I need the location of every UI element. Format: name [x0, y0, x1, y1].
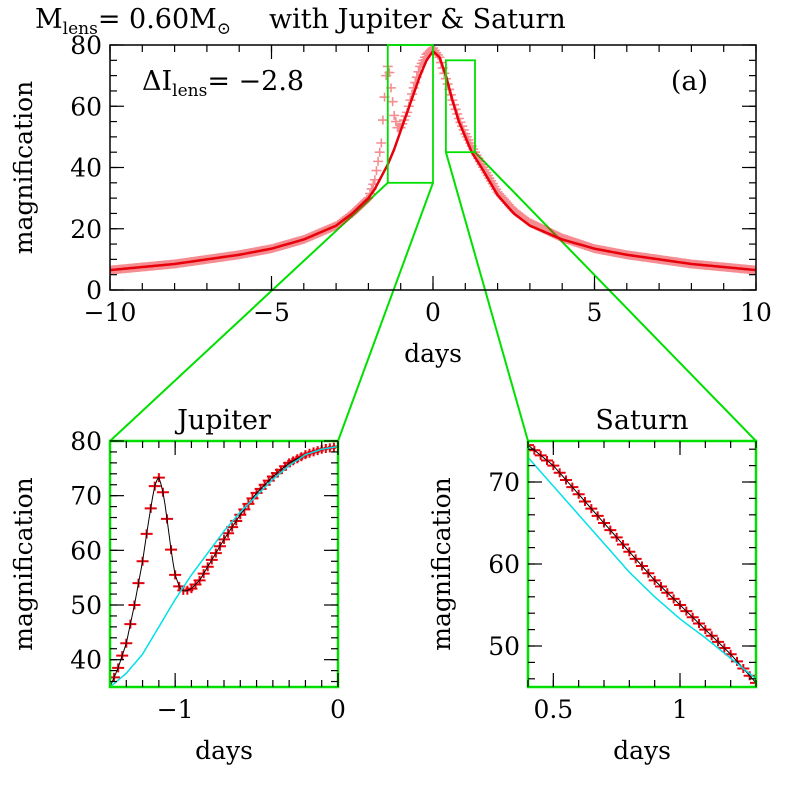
jupiter-y-tick-label: 40 — [70, 646, 102, 675]
jupiter-connector-right — [337, 182, 434, 442]
title-planets: with Jupiter & Saturn — [269, 4, 566, 35]
jupiter-connector-left — [109, 182, 389, 442]
jupiter-panel-title: Jupiter — [174, 405, 271, 436]
jupiter-y-tick-label: 60 — [70, 536, 102, 565]
main-y-tick-label: 80 — [70, 31, 102, 60]
main-y-tick-label: 0 — [86, 276, 102, 305]
jupiter-model-curve — [110, 445, 338, 687]
saturn-data-series — [528, 441, 756, 687]
main-y-tick-label: 60 — [70, 92, 102, 121]
jupiter-zoom-panel: −1 0 40 50 60 70 80 days magnification Jupiter — [9, 405, 346, 765]
saturn-y-axis-label: magnification — [427, 477, 456, 651]
jupiter-x-axis-label: days — [195, 736, 253, 765]
jupiter-plot-area — [110, 441, 338, 687]
main-y-tick-label: 40 — [70, 154, 102, 183]
saturn-data-line — [528, 444, 756, 684]
saturn-data-crosses — [528, 441, 756, 687]
saturn-ticks — [527, 441, 757, 687]
jupiter-data-series — [110, 441, 338, 687]
jupiter-x-tick-label: 0 — [330, 695, 346, 724]
jupiter-y-tick-label: 70 — [70, 482, 102, 511]
figure-title: Mlens= 0.60M⊙ with Jupiter & Saturn — [35, 4, 566, 39]
panel-label: (a) — [671, 66, 708, 97]
title-mass-symbol: M — [35, 4, 63, 35]
title-mass-subscript: lens — [63, 19, 98, 39]
saturn-connector-left — [444, 151, 529, 442]
main-y-axis-label: magnification — [9, 81, 38, 255]
saturn-connector-right — [474, 151, 757, 442]
jupiter-y-tick-label: 50 — [70, 591, 102, 620]
title-sun-symbol: ⊙ — [217, 19, 231, 39]
saturn-y-tick-label: 60 — [488, 550, 520, 579]
saturn-y-tick-label: 70 — [488, 468, 520, 497]
title-mass-value: = 0.60M — [98, 4, 217, 35]
saturn-zoom-box — [445, 59, 476, 154]
jupiter-data-crosses — [110, 441, 338, 687]
jupiter-data-line — [110, 445, 338, 687]
jupiter-y-tick-label: 80 — [70, 427, 102, 456]
jupiter-y-axis-label: magnification — [9, 477, 38, 651]
jupiter-x-tick-label: −1 — [157, 695, 194, 724]
main-light-curve-panel: −10 −5 0 5 10 0 20 40 60 80 days magnification (a) ΔI… — [9, 31, 772, 368]
saturn-x-tick-label: 1 — [672, 695, 688, 724]
main-x-tick-label: 0 — [425, 298, 441, 327]
main-x-axis-label: days — [404, 339, 462, 368]
jupiter-zoom-box — [386, 44, 434, 184]
annotation-subscript: lens — [172, 81, 207, 101]
main-x-tick-label: 10 — [740, 298, 772, 327]
main-y-tick-label: 20 — [70, 215, 102, 244]
main-x-tick-label: −5 — [253, 298, 290, 327]
saturn-zoom-panel: 0.5 1 50 60 70 days magnification Saturn — [427, 405, 758, 765]
annotation-value: = −2.8 — [207, 66, 304, 97]
saturn-x-axis-label: days — [613, 736, 671, 765]
saturn-model-curve — [528, 456, 756, 680]
saturn-plot-area — [528, 441, 756, 687]
main-x-tick-label: 5 — [587, 298, 603, 327]
annotation-delta-i: ΔI — [142, 66, 172, 97]
saturn-panel-title: Saturn — [595, 405, 688, 436]
zoom-connectors — [109, 151, 757, 442]
main-x-tick-label: −10 — [84, 298, 137, 327]
saturn-y-tick-label: 50 — [488, 632, 520, 661]
delta-i-annotation: ΔIlens= −2.8 — [142, 66, 304, 101]
jupiter-ticks — [110, 440, 339, 687]
saturn-x-tick-label: 0.5 — [533, 695, 573, 724]
